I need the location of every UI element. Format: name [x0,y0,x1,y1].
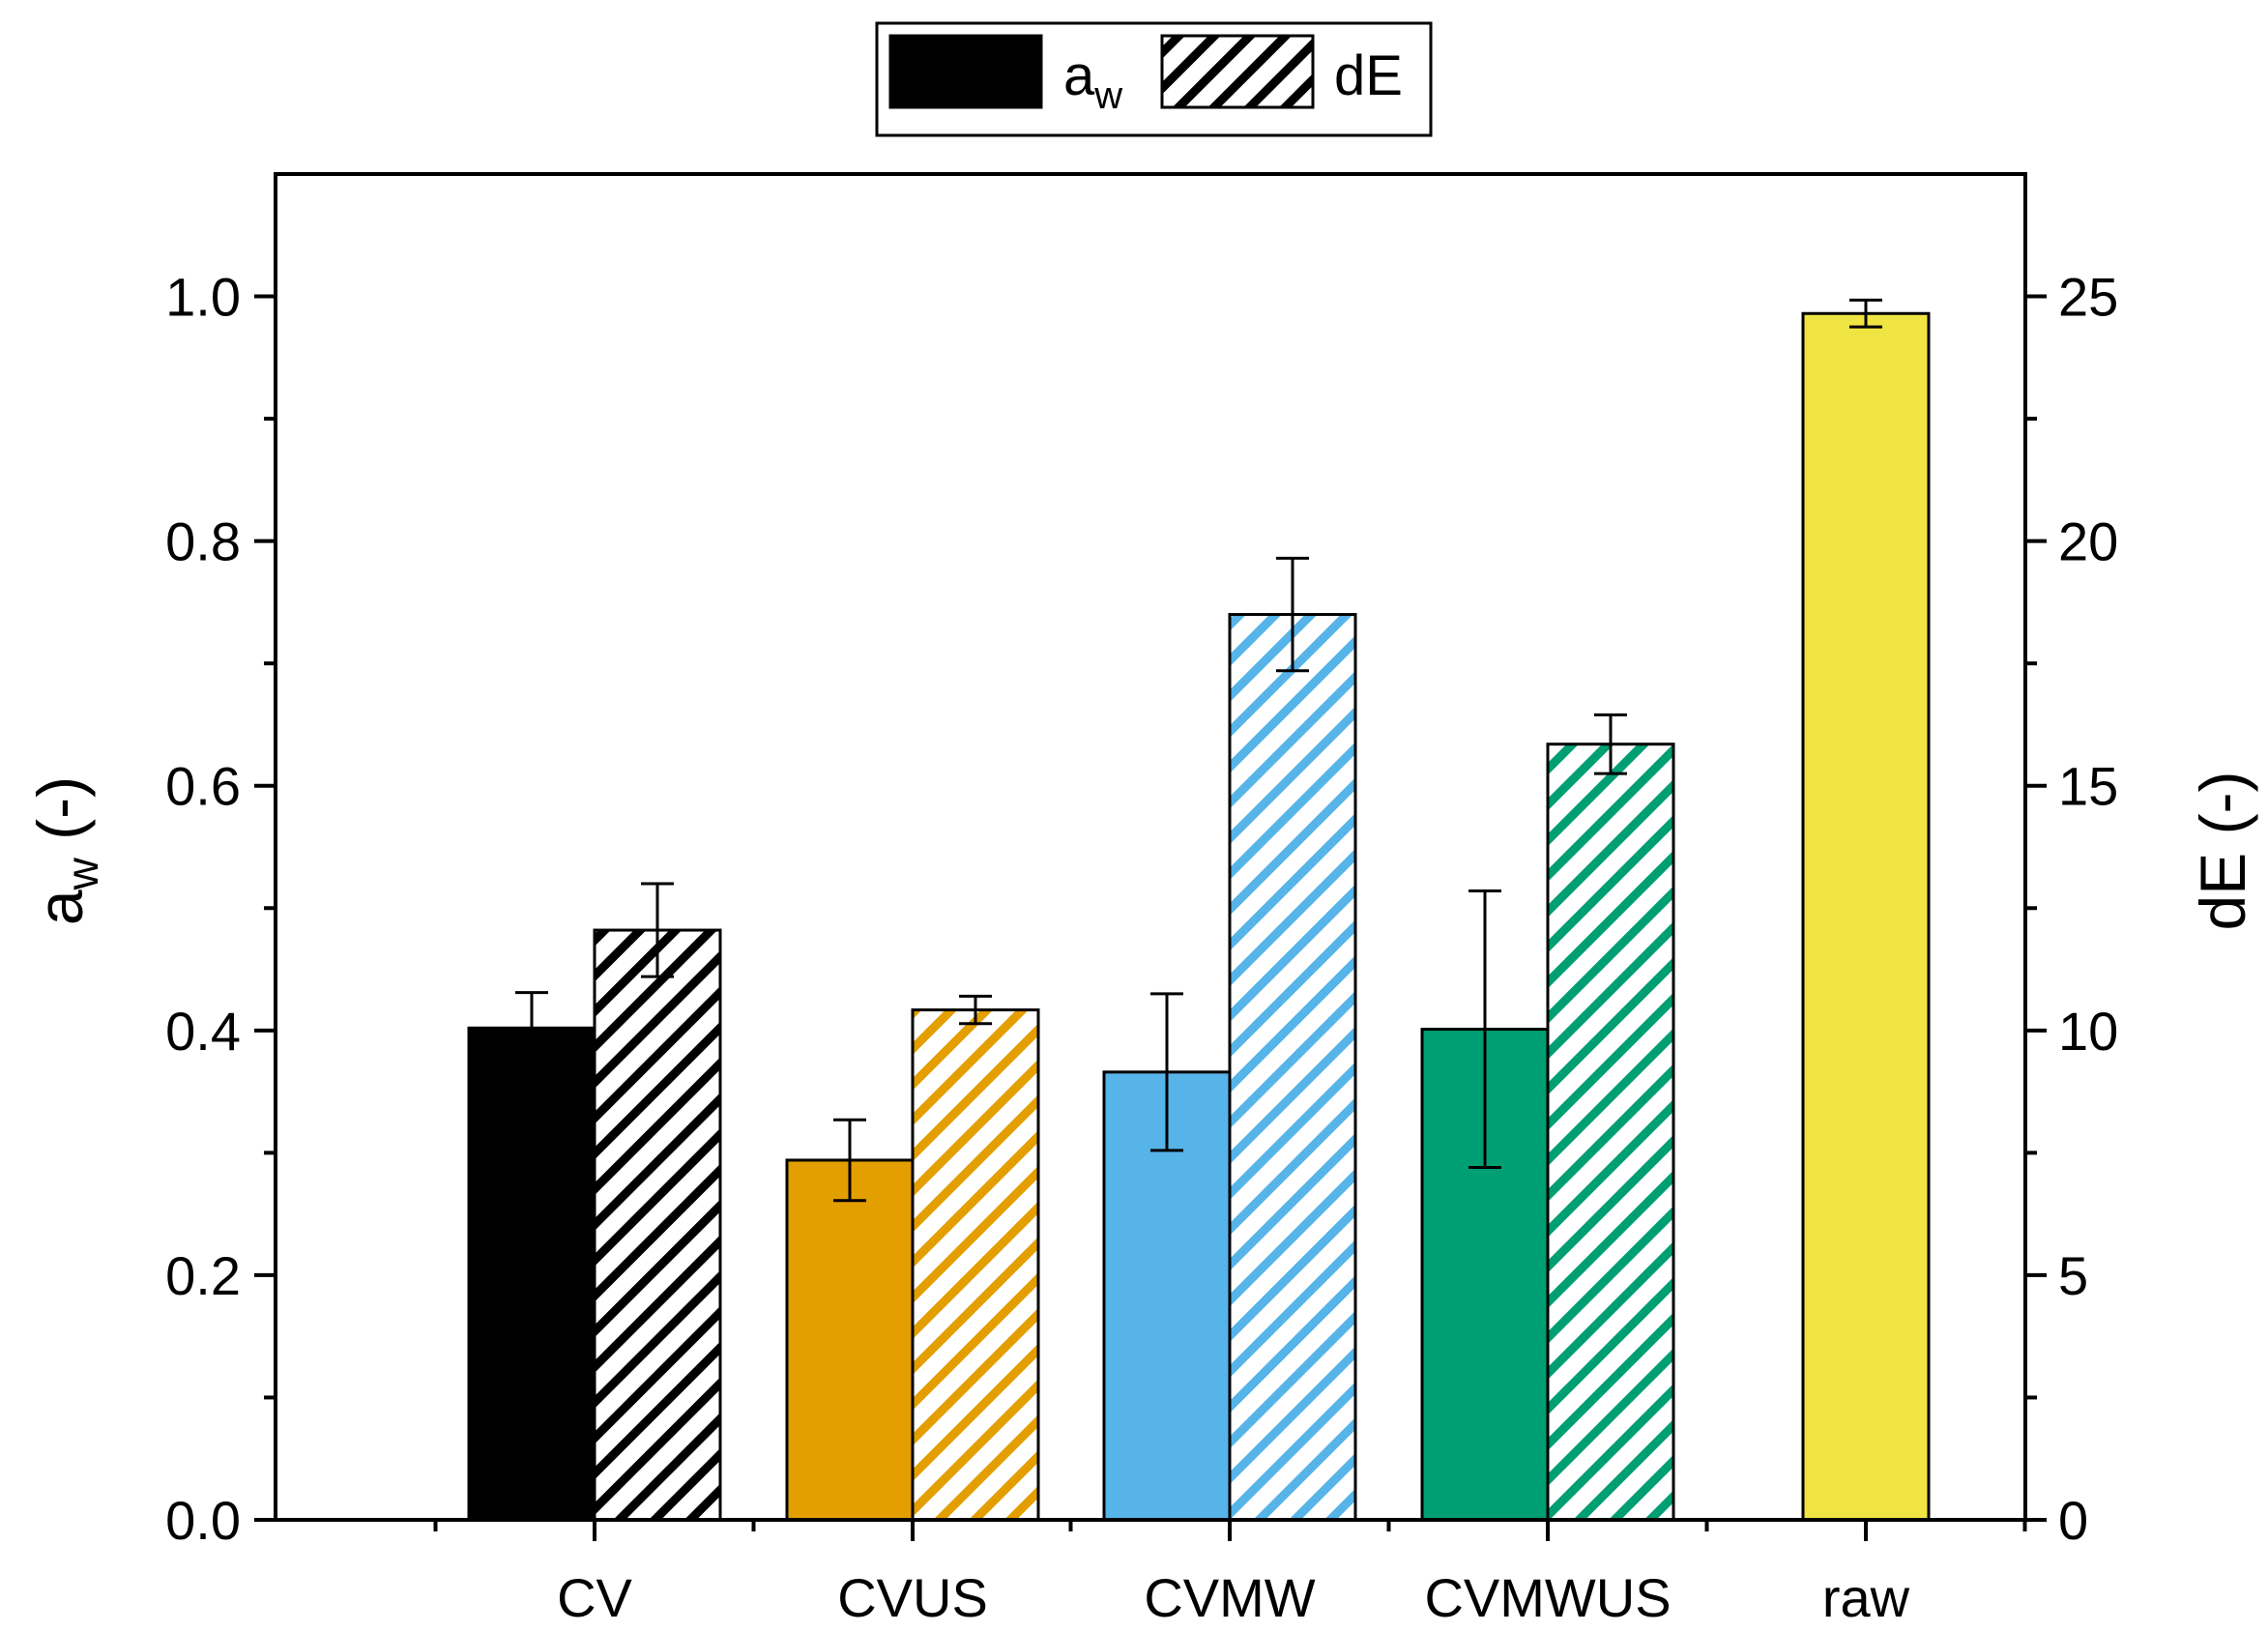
errorbar-de-cvmw [1276,556,1309,673]
y-axis-left-title: aw (-) [24,776,107,925]
y-left-tick-label: 0.8 [165,511,241,572]
errorbar-aw-cv [515,991,548,1065]
legend-label-aw: aw [1063,44,1122,117]
x-tick-label-cvus: CVUS [837,1567,988,1628]
bar-de-cvmw [1228,613,1357,1522]
legend-label-de: dE [1334,44,1403,107]
y-right-tick-label: 15 [2058,756,2118,817]
y-left-tick-label: 0.0 [165,1490,241,1551]
errorbar-aw-cvmw [1150,992,1183,1152]
y-axis-right-title: dE (-) [2187,772,2258,931]
x-tick-label-cv: CV [557,1567,632,1628]
y-right-tick-label: 10 [2058,1001,2118,1062]
errorbar-aw-cvus [833,1118,866,1203]
x-tick-label-cvmwus: CVMWUS [1424,1567,1671,1628]
bar-aw-cvus [785,1158,915,1522]
errorbar-aw-raw [1849,298,1882,329]
y-left-tick-label: 1.0 [165,267,241,328]
y-right-tick-label: 5 [2058,1245,2088,1306]
y-right-tick-label: 25 [2058,267,2118,328]
plot-frame [274,172,2027,1522]
y-right-tick-label: 0 [2058,1490,2088,1551]
bar-aw-raw [1801,311,1931,1522]
y-left-tick-label: 0.2 [165,1245,241,1306]
bar-de-cv [593,928,722,1522]
legend-swatch-aw [888,34,1043,109]
plot-area [467,298,1931,1522]
legend: aw dE [875,21,1433,137]
legend-swatch-de [1160,34,1315,109]
y-left-tick-label: 0.4 [165,1001,241,1062]
errorbar-de-cv [641,882,674,978]
y-left-tick-label: 0.6 [165,756,241,817]
y-right-tick-label: 20 [2058,511,2118,572]
bar-de-cvus [911,1008,1040,1522]
errorbar-de-cvmwus [1594,713,1627,775]
bar-de-cvmwus [1546,743,1675,1522]
x-tick-label-raw: raw [1822,1567,1910,1628]
x-tick-label-cvmw: CVMW [1144,1567,1315,1628]
bar-aw-cv [467,1026,596,1522]
axes: 0.0 0.2 0.4 0.6 0.8 1.0 0 5 10 15 20 25 CV CVUS CVMW CV… [165,172,2118,1628]
errorbar-de-cvus [959,994,992,1026]
errorbar-aw-cvmwus [1468,889,1501,1170]
